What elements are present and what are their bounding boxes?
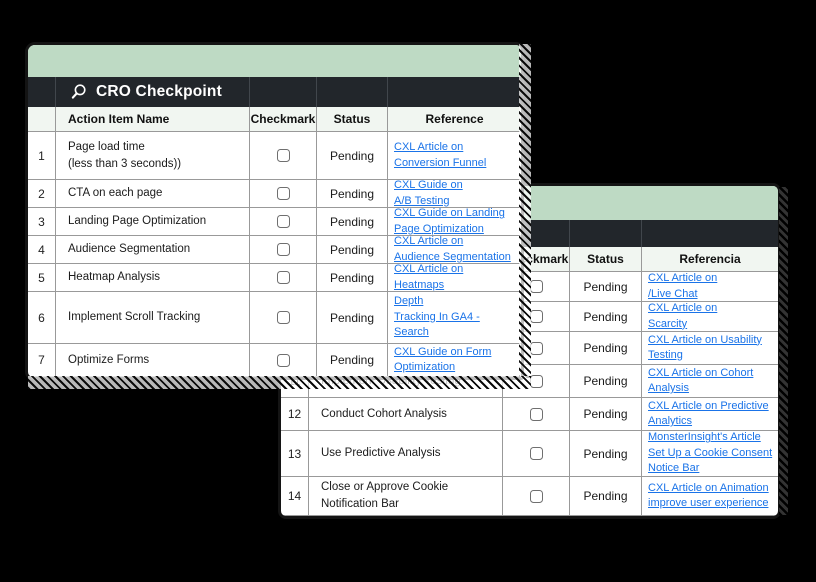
status-value: Pending bbox=[317, 132, 388, 180]
action-item-label: Close or Approve Cookie Notification Bar bbox=[321, 481, 449, 510]
status-value: Pending bbox=[570, 332, 642, 365]
torn-edge-front-bottom bbox=[28, 376, 531, 389]
checkbox[interactable] bbox=[276, 187, 290, 200]
reference-link[interactable]: CXL Guide on Landing Page Optimization bbox=[394, 208, 505, 235]
action-item-label: Landing Page Optimization bbox=[68, 215, 207, 228]
row-number: 7 bbox=[28, 344, 56, 377]
reference-link[interactable]: CXL Article on Heatmaps bbox=[394, 264, 464, 291]
status-value: Pending bbox=[317, 344, 388, 377]
status-value: Pending bbox=[570, 398, 642, 431]
checkbox[interactable] bbox=[276, 271, 290, 284]
reference-link[interactable]: MonsterInsight's Article Set Up a Cookie… bbox=[648, 431, 773, 475]
checkbox[interactable] bbox=[529, 407, 543, 421]
checkbox[interactable] bbox=[276, 149, 290, 162]
table-row: 4 Audience Segmentation Pending CXL Arti… bbox=[28, 236, 521, 264]
front-header-checkmark: Checkmark bbox=[250, 107, 317, 132]
action-item-label: Page load time (less than 3 seconds)) bbox=[68, 140, 182, 170]
row-number: 5 bbox=[28, 264, 56, 292]
status-value: Pending bbox=[317, 180, 388, 208]
reference-link[interactable]: How To Set Up Scroll Depth Tracking In G… bbox=[394, 292, 498, 343]
checkbox[interactable] bbox=[529, 447, 543, 460]
back-header-status: Status bbox=[570, 247, 642, 272]
row-number: 13 bbox=[281, 431, 309, 477]
table-row: 6 Implement Scroll Tracking Pending How … bbox=[28, 292, 521, 344]
action-item-label: Conduct Cohort Analysis bbox=[321, 407, 447, 420]
checkbox[interactable] bbox=[529, 374, 543, 388]
checkbox[interactable] bbox=[276, 215, 290, 228]
reference-link[interactable]: CXL Article on Scarcity bbox=[648, 302, 718, 330]
reference-link[interactable]: CXL Article on Predictive Analytics bbox=[648, 399, 769, 427]
status-value: Pending bbox=[570, 302, 642, 332]
back-header-reference: Referencia bbox=[642, 247, 778, 272]
checkbox[interactable] bbox=[276, 311, 290, 324]
table-row: 3 Landing Page Optimization Pending CXL … bbox=[28, 208, 521, 236]
status-value: Pending bbox=[317, 292, 388, 344]
table-row: 1 Page load time (less than 3 seconds)) … bbox=[28, 132, 521, 180]
reference-link[interactable]: CXL Article on Conversion Funnel bbox=[394, 141, 487, 169]
row-number: 1 bbox=[28, 132, 56, 180]
reference-link[interactable]: CXL Article on Animation improve user ex… bbox=[648, 481, 769, 509]
checkbox[interactable] bbox=[276, 243, 290, 256]
row-number: 6 bbox=[28, 292, 56, 344]
reference-link[interactable]: CXL Article on /Live Chat bbox=[648, 272, 718, 300]
front-header-reference: Reference bbox=[388, 107, 521, 132]
row-number: 14 bbox=[281, 477, 309, 516]
torn-edge-back-right bbox=[779, 187, 788, 515]
front-header-action: Action Item Name bbox=[56, 107, 250, 132]
action-item-label: Heatmap Analysis bbox=[68, 271, 161, 284]
table-row: 13 Use Predictive Analysis Pending Monst… bbox=[281, 431, 778, 477]
table-row: Pending CXL Article on /Live Chat bbox=[281, 272, 778, 302]
front-sheet-titlebar: CRO Checkpoint bbox=[28, 77, 521, 107]
front-header-status: Status bbox=[317, 107, 388, 132]
status-value: Pending bbox=[317, 208, 388, 236]
status-value: Pending bbox=[570, 272, 642, 302]
status-value: Pending bbox=[570, 477, 642, 516]
checkbox[interactable] bbox=[276, 353, 290, 367]
status-value: Pending bbox=[317, 264, 388, 292]
action-item-label: Use Predictive Analysis bbox=[321, 447, 441, 460]
table-row: 7 Optimize Forms Pending CXL Guide on Fo… bbox=[28, 344, 521, 377]
sheet-title: CRO Checkpoint bbox=[96, 83, 222, 100]
checkbox[interactable] bbox=[529, 341, 543, 355]
table-row: Pending CXL Article on Scarcity bbox=[281, 302, 778, 332]
torn-edge-front-right bbox=[519, 44, 531, 378]
reference-link[interactable]: CXL Article on Cohort Analysis bbox=[648, 366, 754, 394]
front-sheet-green-band bbox=[28, 45, 521, 77]
row-number: 12 bbox=[281, 398, 309, 431]
front-header-row: Action Item Name Checkmark Status Refere… bbox=[28, 107, 521, 132]
action-item-label: Optimize Forms bbox=[68, 353, 150, 366]
table-row: 12 Conduct Cohort Analysis Pending CXL A… bbox=[281, 398, 778, 431]
action-item-label: Implement Scroll Tracking bbox=[68, 311, 201, 324]
reference-link[interactable]: CXL Guide on Form Optimization bbox=[394, 345, 492, 373]
status-value: Pending bbox=[570, 431, 642, 477]
table-row: 2 CTA on each page Pending CXL Guide on … bbox=[28, 180, 521, 208]
reference-link[interactable]: CXL Article on Audience Segmentation bbox=[394, 236, 511, 263]
reference-link[interactable]: CXL Guide on A/B Testing bbox=[394, 180, 463, 207]
status-value: Pending bbox=[317, 236, 388, 264]
row-number: 2 bbox=[28, 180, 56, 208]
row-number: 3 bbox=[28, 208, 56, 236]
front-header-num bbox=[28, 107, 56, 132]
table-row: 14 Close or Approve Cookie Notification … bbox=[281, 477, 778, 516]
checkbox[interactable] bbox=[529, 310, 543, 323]
row-number: 4 bbox=[28, 236, 56, 264]
action-item-label: Audience Segmentation bbox=[68, 243, 191, 256]
checkbox[interactable] bbox=[529, 280, 543, 293]
reference-link[interactable]: CXL Article on Usability Testing bbox=[648, 333, 762, 361]
table-row: 5 Heatmap Analysis Pending CXL Article o… bbox=[28, 264, 521, 292]
cro-checklist-front-sheet: CRO Checkpoint Action Item Name Checkmar… bbox=[25, 42, 524, 380]
checkbox[interactable] bbox=[529, 489, 543, 503]
status-value: Pending bbox=[570, 365, 642, 398]
search-icon bbox=[71, 84, 86, 99]
action-item-label: CTA on each page bbox=[68, 187, 163, 200]
